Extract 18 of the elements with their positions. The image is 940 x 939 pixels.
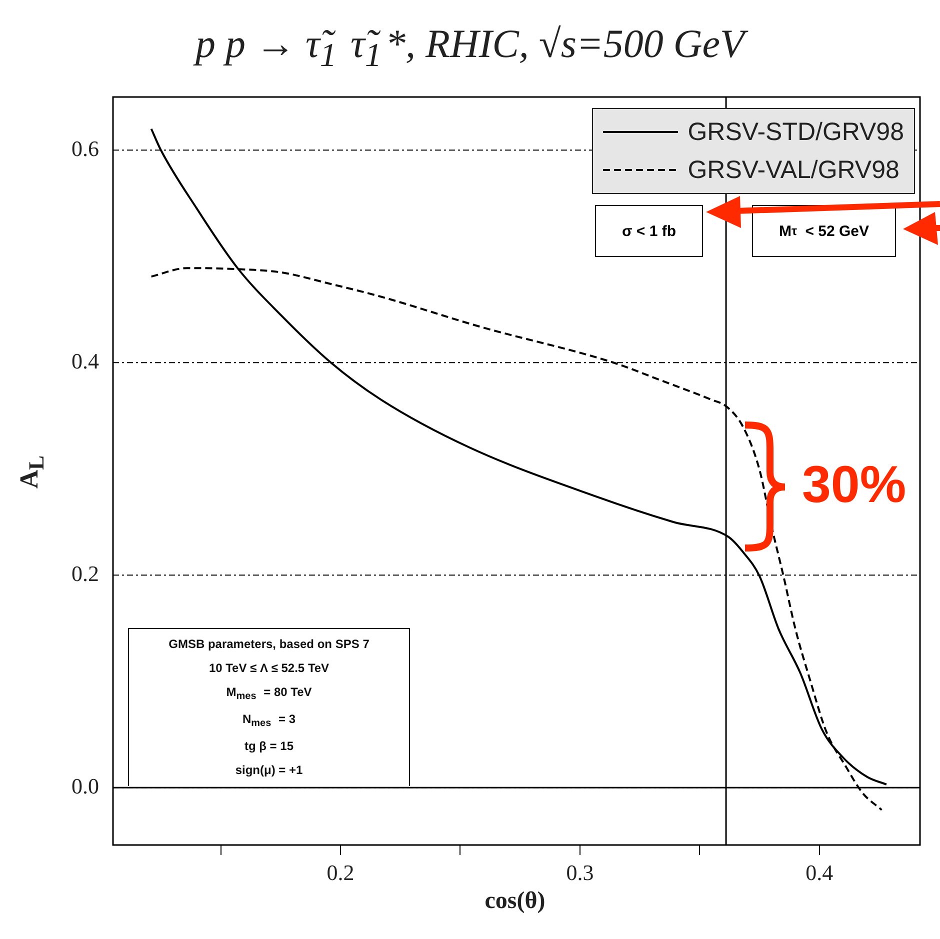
- x-tick-label: 0.3: [566, 860, 594, 885]
- annotation: N$_{mes}$ = 3: [242, 712, 296, 730]
- legend-label: GRSV-VAL/GRV98: [688, 156, 900, 184]
- annotation: 10 TeV ≤ Λ ≤ 52.5 TeV: [208, 660, 330, 675]
- y-tick-label: 0.4: [72, 348, 99, 374]
- y-tick-label: 0.6: [72, 136, 99, 161]
- annotation: sign(μ) = +1: [235, 763, 303, 777]
- annotation: GMSB parameters, based on SPS 7: [168, 636, 370, 651]
- annotation: 30%: [802, 455, 906, 515]
- y-tick-label: 0.0: [72, 773, 99, 798]
- y-tick-label: 0.2: [72, 560, 99, 586]
- x-tick-label: 0.4: [806, 860, 834, 885]
- legend-label: GRSV-STD/GRV98: [688, 118, 904, 146]
- x-axis-title: cos(θ): [484, 888, 546, 915]
- x-tick-label: 0.2: [326, 860, 354, 885]
- annotation: tg β = 15: [244, 739, 294, 754]
- chart-title: p p → τ̃$_{1}$ τ̃$_{1}$*, RHIC, √s=500 GeV: [192, 20, 750, 75]
- annotation: M$_{mes}$ = 80 TeV: [226, 684, 312, 702]
